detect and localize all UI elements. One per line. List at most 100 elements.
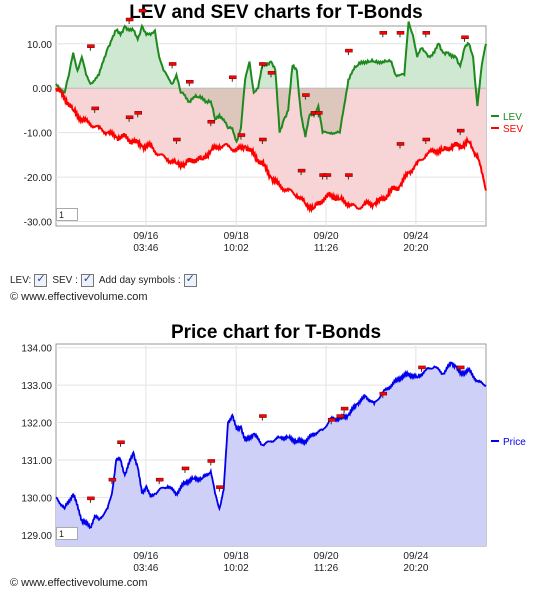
lev-day-marker [302,93,310,100]
lev-day-marker [186,79,194,87]
y-tick-label: 132.00 [21,419,52,430]
price-day-marker [336,414,345,421]
sev-day-marker [134,111,142,118]
day-marker-flag [87,44,95,48]
day-marker-flag [336,414,345,418]
day-marker-flag [302,93,310,97]
sev-day-marker [345,173,353,180]
day-marker-flag [396,31,405,35]
sev-day-marker [323,173,332,180]
copyright-bottom[interactable]: © www.effectivevolume.com [10,577,148,589]
y-tick-label: 130.00 [21,493,52,504]
day-marker-flag [125,115,134,120]
day-marker-flag [259,62,267,66]
x-tick-label-date: 09/16 [133,231,158,242]
legend-lev-label: LEV [503,112,522,123]
day-marker-flag [91,106,99,111]
series-controls: LEV: SEV : Add day symbols : [10,272,200,287]
legend-price-label: Price [503,437,526,448]
x-tick-label-time: 03:46 [133,243,158,254]
sev-day-marker [297,168,306,176]
day-marker-flag [87,496,95,501]
day-marker-flag [422,31,431,35]
lev-checkbox-label: LEV: [10,275,32,286]
sev-day-marker [237,133,246,140]
y-tick-label: 131.00 [21,456,52,467]
price-day-marker [379,391,388,399]
day-marker-flag [186,79,194,84]
sev-day-marker [259,137,267,144]
y-tick-label: -10.00 [24,129,53,140]
price-page-box[interactable]: 1 [56,527,78,540]
legend-sev-label: SEV [503,124,523,135]
price-day-marker [108,477,117,485]
price-chart: 134.00 133.00 132.00 131.00 130.00 129.00 09/1… [21,343,526,574]
day-marker-flag [345,173,353,177]
day-marker-flag [134,111,142,115]
lev-sev-page-box[interactable]: 1 [56,208,78,221]
day-marker-flag [297,168,306,173]
y-tick-label: -30.00 [24,218,53,229]
lev-day-marker [138,8,147,16]
day-marker-flag [117,440,125,444]
price-day-marker [340,406,349,414]
lev-line [55,21,487,144]
x-tick-label-time: 10:02 [224,243,249,254]
x-tick-label-date: 09/16 [133,551,158,562]
day-symbols-checkbox[interactable] [183,272,197,287]
lev-day-marker [315,111,323,118]
lev-day-marker [461,35,469,42]
sev-day-marker [396,142,405,149]
chart-title-price: Price chart for T-Bonds [170,322,382,343]
sev-line [55,87,487,214]
day-marker-flag [207,459,216,463]
copyright-top[interactable]: © www.effectivevolume.com [10,291,148,303]
y-tick-label: -20.00 [24,173,53,184]
sev-checkbox[interactable] [80,272,94,287]
day-marker-flag [216,485,224,489]
sev-day-marker [173,137,181,144]
lev-day-marker [87,44,95,51]
lev-day-marker [422,31,431,38]
day-marker-flag [267,71,276,75]
lev-day-marker [396,31,405,38]
y-tick-label: 10.00 [27,40,52,51]
x-tick-label-date: 09/18 [224,231,249,242]
price-area [56,362,486,546]
day-marker-flag [138,8,147,13]
day-marker-flag [315,111,323,115]
price-day-marker [216,485,224,492]
x-tick-label-date: 09/24 [403,551,428,562]
price-day-marker [155,477,164,485]
price-day-marker [259,414,267,421]
day-marker-flag [173,137,181,142]
x-tick-label-time: 11:26 [314,563,339,574]
day-marker-flag [461,35,469,40]
day-marker-flag [168,62,177,66]
price-line [55,361,487,530]
x-tick-label-date: 09/24 [403,231,428,242]
chart-title-lev-sev: LEV and SEV charts for T-Bonds [129,2,423,23]
day-marker-flag [456,365,465,370]
x-tick-label-time: 03:46 [133,563,158,574]
day-marker-flag [345,48,353,53]
lev-checkbox[interactable] [34,272,48,287]
day-marker-flag [456,128,465,133]
sev-day-marker [456,128,465,136]
day-marker-flag [422,137,431,142]
day-marker-flag [340,406,349,411]
day-marker-flag [418,365,426,370]
x-tick-label-date: 09/20 [314,231,339,242]
sev-day-marker [125,115,134,122]
day-marker-flag [125,17,134,22]
day-marker-flag [396,142,405,146]
day-marker-flag [259,137,267,142]
price-day-marker [327,418,336,425]
sev-day-marker [207,119,216,127]
day-marker-flag [237,133,246,137]
day-marker-flag [379,31,388,35]
lev-day-marker [125,17,134,24]
price-day-marker [181,466,190,473]
price-day-marker [87,496,95,503]
